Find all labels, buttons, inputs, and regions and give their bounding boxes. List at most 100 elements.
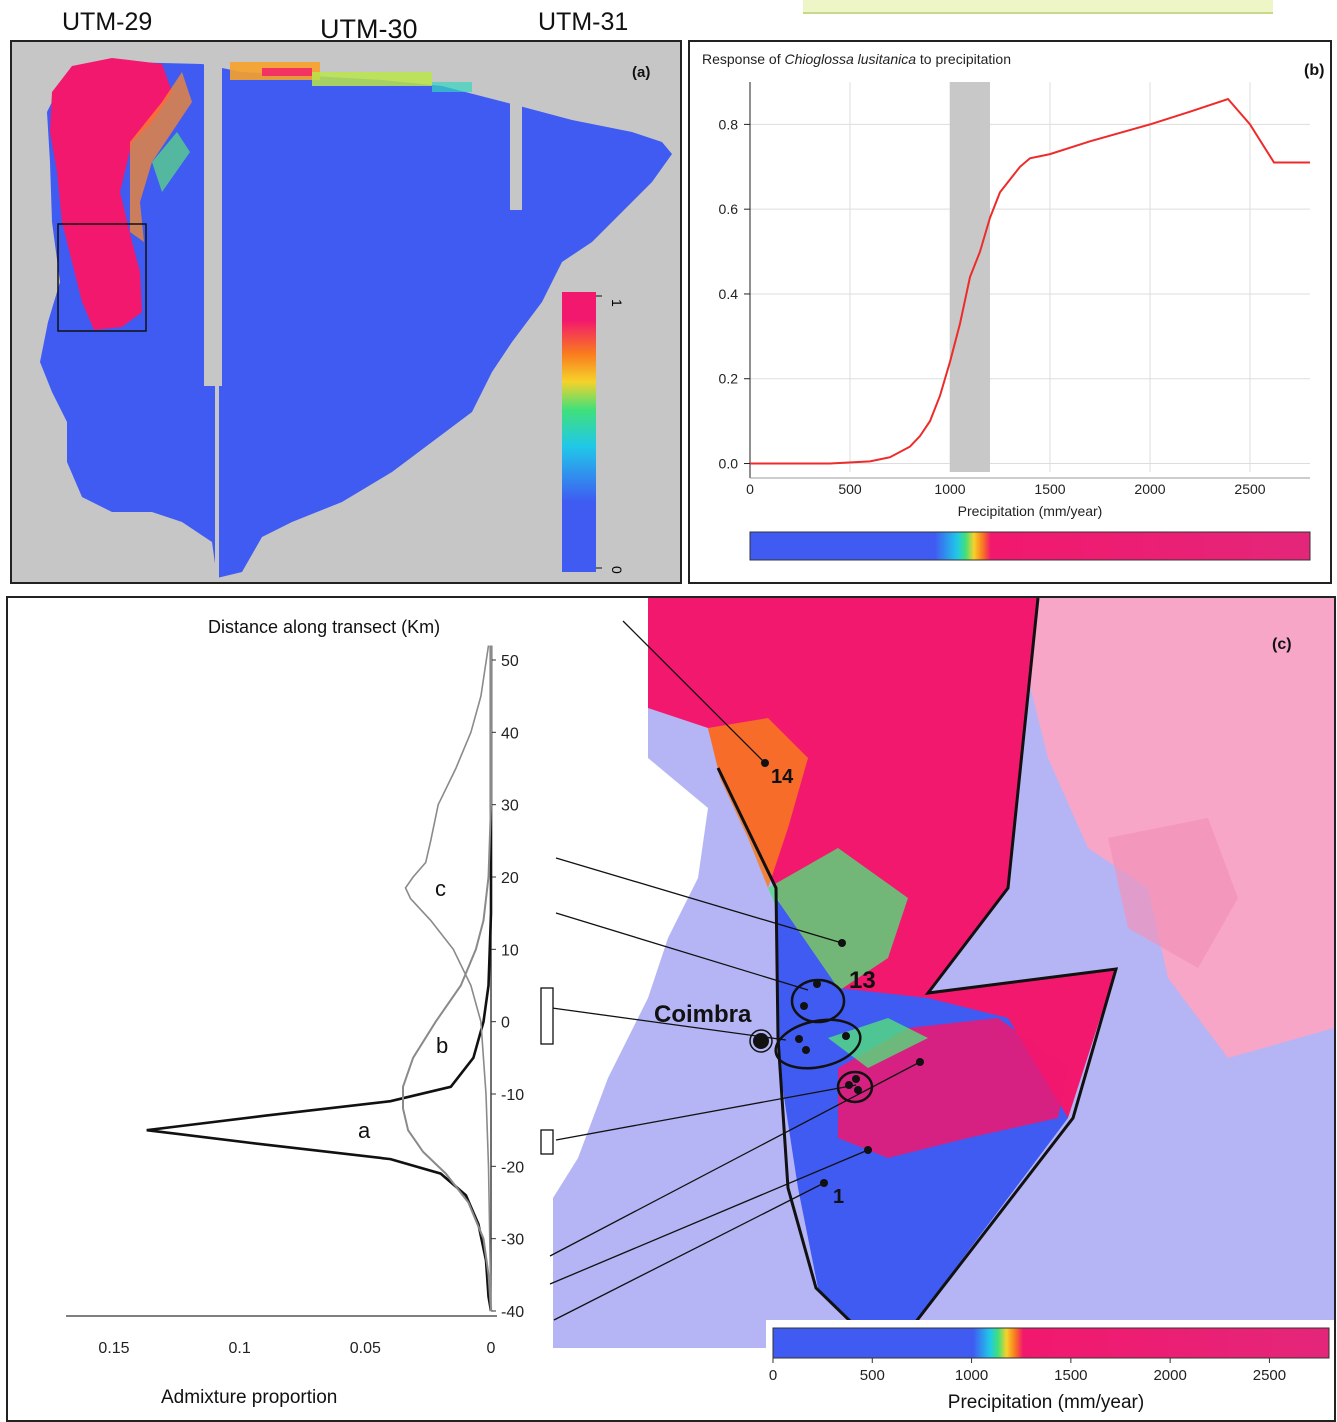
chart-b-xtick-label: 2500 [1234, 481, 1265, 497]
chart-b-xtick-label: 500 [838, 481, 862, 497]
panel-b-label: (b) [1304, 62, 1325, 79]
colorbar-c-tick-label: 1000 [955, 1367, 988, 1384]
transect-tick-label: -30 [501, 1232, 524, 1249]
leader-low-2 [549, 1149, 869, 1285]
chart-b-response-curve [750, 97, 1310, 465]
colorbar-c-tick-label: 1500 [1054, 1367, 1087, 1384]
chart-b-ytick-label: 0.4 [719, 286, 739, 302]
admixture-axis: 50 40 30 20 10 0 -10 -20 -30 -40 0.15 0.1 0.05 0 [66, 645, 524, 1357]
transect-tick-label: 30 [501, 798, 519, 815]
sample-cluster-3 [836, 1070, 874, 1104]
chart-b-xtick-label: 1500 [1034, 481, 1065, 497]
leader-mid [555, 1084, 857, 1141]
transect-tick-label: -20 [501, 1159, 524, 1176]
high-suitability-west [50, 58, 172, 330]
top-banner-strip [803, 0, 1273, 14]
utm-gap-1 [204, 56, 222, 386]
site-label-13: 13 [849, 967, 876, 994]
leader-low-1 [549, 1061, 921, 1257]
panel-a-label: (a) [632, 64, 651, 81]
curve-label-a: a [358, 1118, 371, 1143]
leader-low-3 [553, 1182, 825, 1321]
curve-label-b: b [436, 1033, 448, 1058]
admixture-tick-label: 0.15 [98, 1340, 129, 1357]
map-c-coast-white [553, 598, 708, 1198]
north-coast-high-3 [262, 68, 312, 76]
admixture-curve-b [402, 645, 492, 1312]
transect-tick-label: 10 [501, 942, 519, 959]
colorbar-a-min: 0 [609, 566, 625, 574]
colorbar-c [772, 1327, 1330, 1359]
transect-tick-label: 50 [501, 653, 519, 670]
study-area-box [57, 223, 147, 332]
colorbar-c-ticks: 0 500 1000 1500 2000 2500 [769, 1358, 1286, 1384]
admixture-tick-label: 0 [487, 1340, 496, 1357]
utm-30-label: UTM-30 [320, 14, 418, 44]
panel-b-response-chart: Response of Chioglossa lusitanica to pre… [688, 40, 1332, 584]
admixture-axis-label: Admixture proportion [161, 1387, 337, 1408]
transect-axis-label: Distance along transect (Km) [208, 617, 440, 637]
sample-cluster-2 [774, 1018, 862, 1070]
chart-b-xtick-label: 2000 [1134, 481, 1165, 497]
admixture-curve-c [404, 645, 492, 1312]
sample-cluster-1 [790, 978, 846, 1024]
chart-b-xlabel: Precipitation (mm/year) [958, 503, 1103, 519]
panel-c-label: (c) [1272, 636, 1292, 653]
leader-13a [555, 857, 843, 944]
response-curve-svg: Response of Chioglossa lusitanica to pre… [702, 51, 1311, 561]
colorbar-c-tick-label: 0 [769, 1367, 777, 1384]
map-c-pale-high-2 [1108, 818, 1238, 968]
colorbar-c-tick-label: 2000 [1153, 1367, 1186, 1384]
admixture-tick-label: 0.05 [350, 1340, 381, 1357]
map-c-orange-zone [708, 718, 808, 888]
site-label-14: 14 [771, 766, 794, 788]
chart-b-xtick-label: 0 [746, 481, 754, 497]
site-label-1: 1 [833, 1186, 844, 1208]
panel-c: 50 40 30 20 10 0 -10 -20 -30 -40 0.15 0.1 0.05 0 [6, 596, 1336, 1422]
colorbar-a [562, 292, 596, 572]
utm-31-label: UTM-31 [538, 8, 629, 36]
precip-label-c: Precipitation (mm/year) [948, 1392, 1144, 1413]
marker-box-upper [540, 987, 554, 1045]
map-c-ridge-green [828, 1018, 928, 1068]
iberia-suitability-map: 1 0 [40, 56, 672, 582]
coimbra-marker [753, 1033, 769, 1049]
north-coast-band [432, 82, 472, 92]
chart-b-grid [749, 82, 1310, 472]
colorbar-b [749, 531, 1311, 561]
admixture-tick-label: 0.1 [229, 1340, 251, 1357]
transect-tick-label: -10 [501, 1087, 524, 1104]
chart-b-axes: 0 500 1000 1500 2000 2500 0.0 0.2 0.4 0.6 0.8 [719, 82, 1310, 497]
transition-band-west [130, 72, 192, 242]
transition-band-green [152, 132, 190, 192]
sample-sites [761, 759, 924, 1187]
transect-tick-label: -40 [501, 1304, 524, 1321]
admixture-curve-a [146, 645, 493, 1312]
panel-a-map: 1 0 (a) [10, 40, 682, 584]
admixture-curves [146, 645, 493, 1312]
transect-tick-label: 0 [501, 1015, 510, 1032]
utm-gap-2 [510, 98, 522, 210]
colorbar-c-tick-label: 2500 [1253, 1367, 1286, 1384]
chart-b-ytick-label: 0.8 [719, 116, 739, 132]
leader-coimbra [551, 1007, 787, 1041]
leader-14 [622, 620, 766, 764]
curve-label-c: c [435, 876, 446, 901]
coimbra-label: Coimbra [654, 1001, 752, 1028]
utm-29-label: UTM-29 [62, 8, 153, 36]
north-coast-high-2 [312, 72, 432, 86]
chart-b-ytick-label: 0.0 [719, 456, 739, 472]
transect-tick-label: 20 [501, 870, 519, 887]
transect-tick-label: 40 [501, 725, 519, 742]
chart-b-ytick-label: 0.6 [719, 201, 739, 217]
marker-box-lower [540, 1129, 554, 1155]
colorbar-c-tick-label: 500 [860, 1367, 885, 1384]
utm-gap-1b [215, 386, 219, 582]
chart-b-xtick-label: 1000 [934, 481, 965, 497]
leader-13b [555, 912, 809, 991]
leader-lines [549, 620, 921, 1321]
colorbar-a-max: 1 [609, 299, 625, 307]
chart-b-ytick-label: 0.2 [719, 371, 739, 387]
chart-b-title: Response of Chioglossa lusitanica to pre… [702, 51, 1011, 67]
